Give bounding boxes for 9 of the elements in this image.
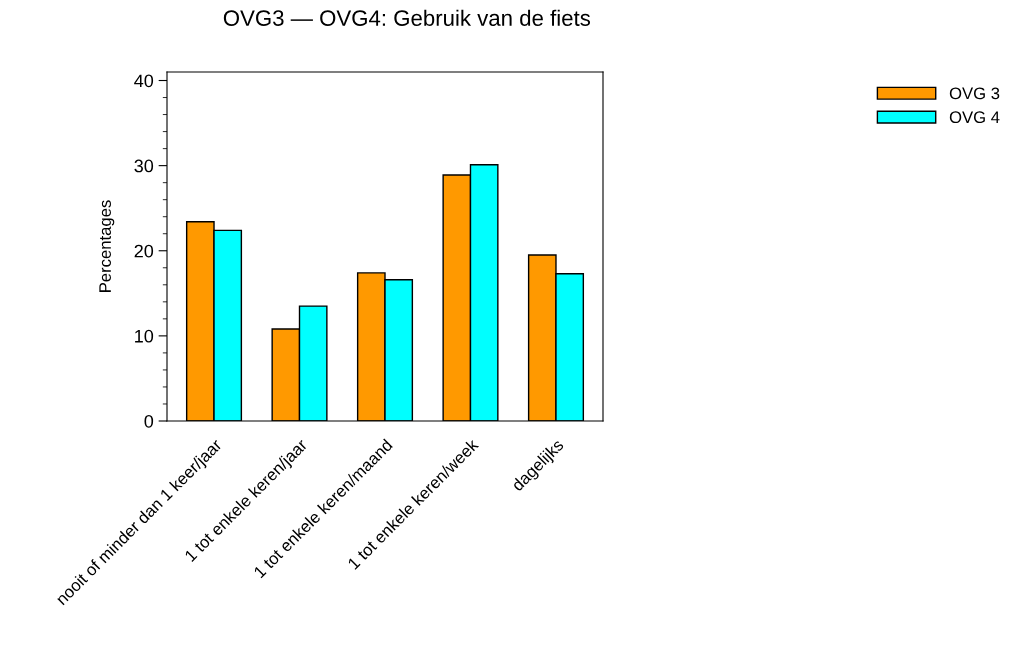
chart-title: OVG3 — OVG4: Gebruik van de fiets [223,9,591,26]
legend-label: OVG 4 [949,111,1000,124]
y-axis-title: Percentages [99,200,115,292]
y-tick-label: 20 [134,244,154,258]
y-tick-label: 10 [135,329,154,343]
y-tick-label: 40 [134,74,154,88]
legend-label: OVG 3 [949,87,1000,100]
y-tick-label: 30 [134,159,154,173]
y-tick-label: 0 [144,414,154,428]
